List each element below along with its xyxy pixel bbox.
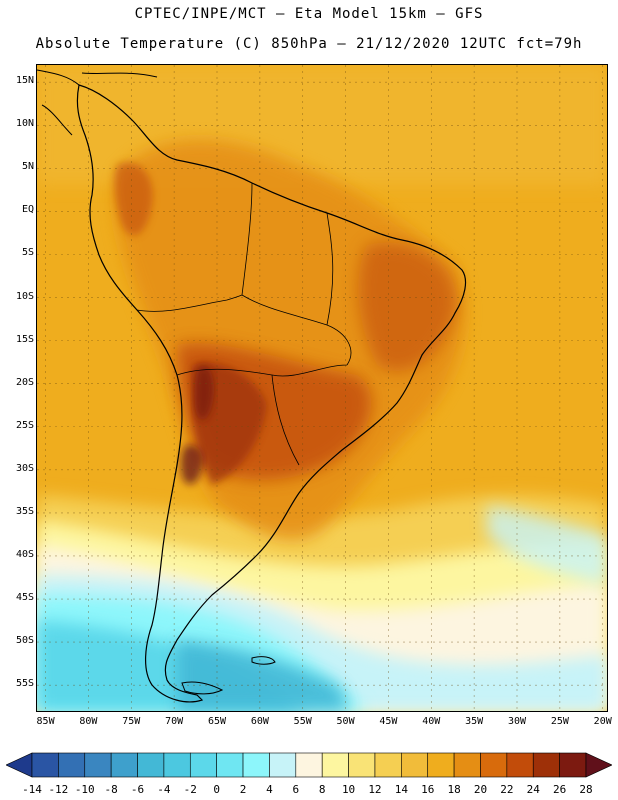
colorbar-segment bbox=[559, 752, 587, 778]
colorbar-segment bbox=[189, 752, 217, 778]
colorbar-segment bbox=[58, 752, 86, 778]
lat-tick-label: 55S bbox=[15, 678, 34, 690]
lat-tick-label: 15S bbox=[15, 333, 34, 345]
field-hot-ne bbox=[358, 242, 457, 372]
colorbar-segment bbox=[427, 752, 455, 778]
colorbar-tick-label: 22 bbox=[500, 783, 514, 796]
chart-title-model: CPTEC/INPE/MCT – Eta Model 15km – GFS bbox=[134, 6, 484, 22]
lat-tick-label: 45S bbox=[15, 592, 34, 604]
country-borders bbox=[136, 182, 352, 466]
lon-tick-label: 85W bbox=[36, 716, 55, 727]
colorbar-segment bbox=[84, 752, 112, 778]
map-canvas bbox=[37, 65, 607, 711]
colorbar-segment bbox=[137, 752, 165, 778]
temperature-map[interactable] bbox=[36, 64, 608, 712]
lon-tick-label: 80W bbox=[79, 716, 98, 727]
lon-tick-label: 45W bbox=[379, 716, 398, 727]
colorbar-segment bbox=[242, 752, 270, 778]
colorbar bbox=[6, 752, 612, 778]
lon-tick-label: 55W bbox=[293, 716, 312, 727]
colorbar-segment bbox=[110, 752, 138, 778]
colorbar-segment bbox=[374, 752, 402, 778]
colorbar-segment bbox=[216, 752, 244, 778]
lat-tick-label: 10S bbox=[15, 290, 34, 302]
colorbar-tick-label: 20 bbox=[473, 783, 488, 796]
lat-tick-label: 5N bbox=[21, 161, 34, 173]
lon-tick-label: 25W bbox=[550, 716, 569, 727]
colorbar-tick-label: -4 bbox=[157, 783, 171, 796]
colorbar-tick-label: 16 bbox=[421, 783, 435, 796]
field-peak-argentina bbox=[180, 444, 203, 485]
field-hot-andes-north bbox=[114, 162, 153, 236]
colorbar-tick-label: 28 bbox=[579, 783, 593, 796]
field-peak-chaco bbox=[194, 365, 214, 420]
colorbar-arrow-low bbox=[6, 752, 33, 778]
lon-tick-label: 30W bbox=[507, 716, 527, 727]
colorbar-tick-label: 24 bbox=[526, 783, 540, 796]
lon-tick-label: 50W bbox=[336, 716, 355, 727]
colorbar-segment bbox=[295, 752, 323, 778]
lon-tick-label: 70W bbox=[165, 716, 184, 727]
colorbar-tick-label: -14 bbox=[22, 783, 42, 796]
colorbar-segment bbox=[480, 752, 508, 778]
colorbar-tick-label: 2 bbox=[239, 783, 247, 796]
lat-tick-label: 35S bbox=[15, 505, 34, 517]
field-cool-patch bbox=[487, 505, 607, 585]
chart-title-variable: Absolute Temperature (C) 850hPa – 21/12/… bbox=[35, 36, 583, 52]
lon-tick-label: 40W bbox=[422, 716, 441, 727]
lat-tick-label: 50S bbox=[15, 635, 34, 647]
central-america-coast bbox=[37, 69, 158, 136]
colorbar-tick-label: -8 bbox=[104, 783, 118, 796]
colorbar-segment bbox=[506, 752, 534, 778]
lat-tick-label: 40S bbox=[15, 548, 34, 560]
colorbar-tick-label: 4 bbox=[266, 783, 273, 796]
falkland-islands bbox=[251, 656, 276, 665]
colorbar-segment bbox=[163, 752, 191, 778]
colorbar-tick-label: 18 bbox=[447, 783, 461, 796]
map-gridlines bbox=[37, 65, 607, 711]
lat-tick-label: 25S bbox=[15, 419, 34, 431]
lon-tick-label: 65W bbox=[207, 716, 227, 727]
colorbar-segment bbox=[321, 752, 349, 778]
lon-tick-label: 75W bbox=[122, 716, 141, 727]
lon-tick-label: 60W bbox=[250, 716, 269, 727]
colorbar-tick-label: 10 bbox=[341, 783, 356, 796]
lat-tick-label: 20S bbox=[15, 376, 34, 388]
lon-tick-label: 20W bbox=[593, 716, 612, 727]
colorbar-tick-label: 26 bbox=[552, 783, 567, 796]
colorbar-tick-label: 12 bbox=[368, 783, 382, 796]
lat-tick-label: EQ bbox=[21, 204, 34, 216]
colorbar-arrow-high bbox=[585, 752, 612, 778]
colorbar-segment bbox=[31, 752, 59, 778]
field-band-m4 bbox=[177, 640, 347, 711]
colorbar-tick-label: -12 bbox=[48, 783, 69, 796]
lon-tick-label: 35W bbox=[465, 716, 484, 727]
colorbar-tick-label: 0 bbox=[213, 783, 220, 796]
colorbar-tick-label: -2 bbox=[183, 783, 197, 796]
colorbar-segment bbox=[348, 752, 376, 778]
colorbar-tick-label: -10 bbox=[74, 783, 95, 796]
colorbar-segment bbox=[453, 752, 481, 778]
colorbar-segment bbox=[532, 752, 560, 778]
colorbar-tick-label: 8 bbox=[318, 783, 326, 796]
colorbar-tick-label: 14 bbox=[394, 783, 408, 796]
colorbar-segment bbox=[269, 752, 297, 778]
lat-tick-label: 5S bbox=[21, 247, 34, 259]
colorbar-segment bbox=[401, 752, 429, 778]
lat-tick-label: 10N bbox=[15, 118, 34, 130]
colorbar-tick-label: 6 bbox=[292, 783, 300, 796]
tierra-del-fuego bbox=[181, 681, 224, 695]
lat-tick-label: 15N bbox=[15, 75, 34, 87]
colorbar-tick-label: -6 bbox=[130, 783, 145, 796]
lat-tick-label: 30S bbox=[15, 462, 34, 474]
continent-coastline bbox=[76, 84, 467, 703]
